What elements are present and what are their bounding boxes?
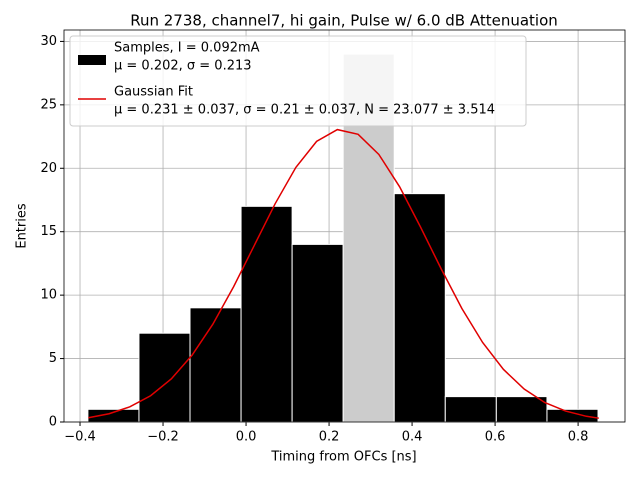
bar (393, 193, 446, 423)
legend-box (69, 35, 527, 127)
fit-line (88, 128, 599, 419)
bar (189, 307, 242, 423)
bar (291, 243, 344, 423)
y-axis-label: Entries (15, 203, 30, 249)
bar (495, 396, 548, 423)
x-tick-label: 0.4 (402, 430, 423, 445)
x-tick-label: 0.8 (568, 430, 589, 445)
y-tick-label: 25 (40, 97, 57, 112)
legend-label: Samples, I = 0.092mA (114, 41, 260, 56)
x-tick-label: −0.4 (64, 430, 96, 445)
legend-swatch (78, 55, 106, 65)
x-axis-label: Timing from OFCs [ns] (270, 450, 416, 465)
y-tick-label: 5 (49, 351, 57, 366)
legend-label: μ = 0.231 ± 0.037, σ = 0.21 ± 0.037, N =… (114, 103, 495, 118)
plot-frame (63, 29, 626, 423)
chart-title: Run 2738, channel7, hi gain, Pulse w/ 6.… (130, 12, 558, 30)
bar (240, 205, 293, 423)
bar (546, 408, 599, 423)
legend-label: Gaussian Fit (114, 85, 193, 100)
y-tick-label: 10 (40, 288, 57, 303)
y-tick-label: 0 (49, 415, 57, 430)
y-tick-label: 20 (40, 161, 57, 176)
x-tick-label: −0.2 (147, 430, 179, 445)
y-tick-label: 30 (40, 34, 57, 49)
x-tick-label: 0.2 (319, 430, 340, 445)
bar (138, 332, 191, 423)
x-tick-label: 0.0 (236, 430, 257, 445)
y-tick-label: 15 (40, 224, 57, 239)
legend-label: μ = 0.202, σ = 0.213 (114, 59, 252, 74)
x-tick-label: 0.6 (485, 430, 506, 445)
bar (444, 396, 497, 423)
